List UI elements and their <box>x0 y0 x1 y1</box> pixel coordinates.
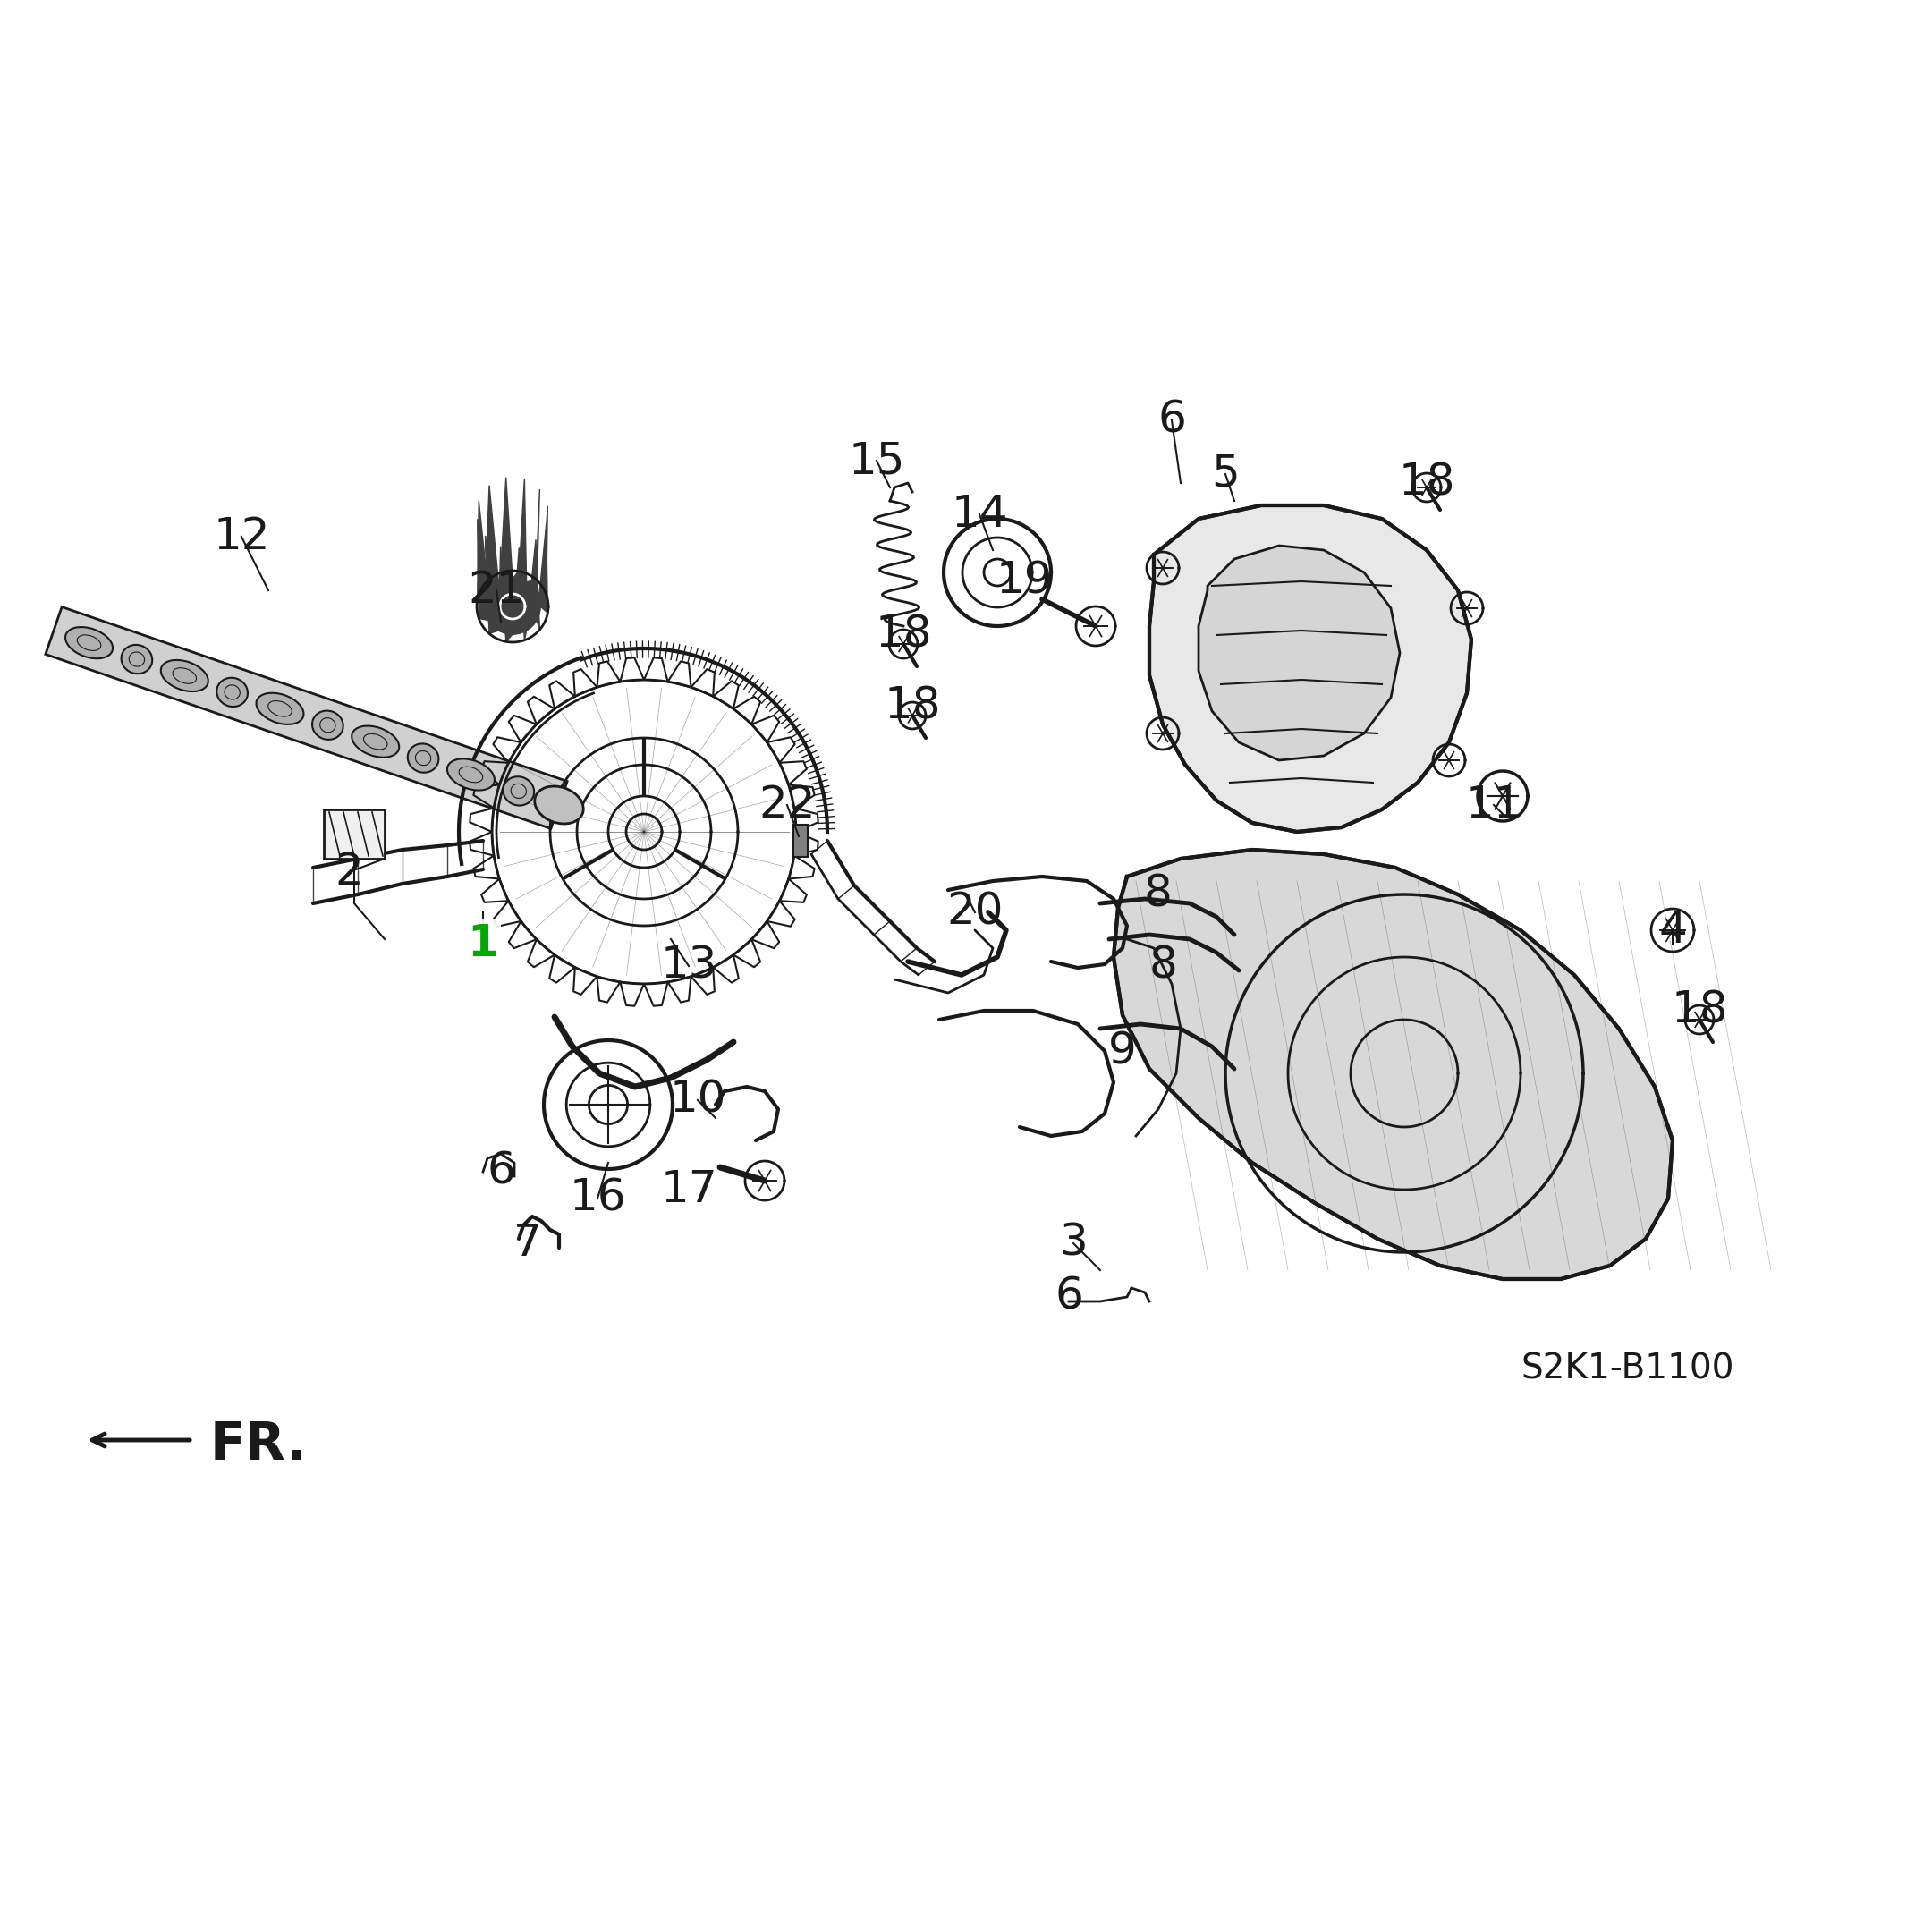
Text: 22: 22 <box>759 784 815 827</box>
Polygon shape <box>526 539 539 630</box>
Ellipse shape <box>313 711 344 740</box>
Text: 8: 8 <box>1150 945 1177 987</box>
Text: 7: 7 <box>514 1221 543 1265</box>
Polygon shape <box>498 477 512 582</box>
Text: 11: 11 <box>1464 784 1522 827</box>
Text: 18: 18 <box>885 686 941 728</box>
Text: 3: 3 <box>1059 1221 1088 1265</box>
Polygon shape <box>512 479 526 582</box>
Text: 6: 6 <box>1055 1275 1084 1318</box>
Text: 2: 2 <box>334 850 363 893</box>
Polygon shape <box>537 524 547 620</box>
Text: 18: 18 <box>1399 462 1455 504</box>
Polygon shape <box>1198 545 1401 761</box>
Text: 16: 16 <box>570 1177 626 1219</box>
Ellipse shape <box>122 645 153 674</box>
Text: 15: 15 <box>848 439 904 483</box>
Ellipse shape <box>408 744 439 773</box>
Text: S2K1-B1100: S2K1-B1100 <box>1520 1352 1735 1385</box>
Text: 1: 1 <box>468 922 498 966</box>
Text: 4: 4 <box>1658 908 1687 952</box>
Polygon shape <box>1113 850 1673 1279</box>
Text: 12: 12 <box>213 516 270 558</box>
Text: 9: 9 <box>1109 1030 1136 1072</box>
Text: 17: 17 <box>661 1169 717 1211</box>
Text: 20: 20 <box>947 891 1003 933</box>
Text: 18: 18 <box>1671 989 1727 1032</box>
Polygon shape <box>1150 506 1472 833</box>
Polygon shape <box>498 547 512 641</box>
Polygon shape <box>526 489 539 593</box>
Ellipse shape <box>257 694 303 724</box>
Ellipse shape <box>535 786 583 823</box>
Text: FR.: FR. <box>211 1418 307 1470</box>
Circle shape <box>485 578 541 634</box>
Ellipse shape <box>66 628 112 659</box>
Text: 6: 6 <box>1157 398 1186 442</box>
Text: 13: 13 <box>661 945 717 987</box>
Text: 10: 10 <box>668 1078 726 1122</box>
Ellipse shape <box>446 759 495 790</box>
Ellipse shape <box>502 777 533 806</box>
Text: 19: 19 <box>995 560 1053 603</box>
Ellipse shape <box>352 726 400 757</box>
Polygon shape <box>485 485 498 593</box>
Polygon shape <box>477 520 489 620</box>
Polygon shape <box>794 825 808 858</box>
Text: 6: 6 <box>487 1150 516 1194</box>
Text: 14: 14 <box>951 493 1009 535</box>
Ellipse shape <box>160 661 209 692</box>
Polygon shape <box>325 810 384 858</box>
Ellipse shape <box>216 678 247 707</box>
Polygon shape <box>537 506 547 607</box>
Text: 5: 5 <box>1211 452 1240 495</box>
Polygon shape <box>485 535 498 634</box>
Text: 18: 18 <box>875 614 931 657</box>
Text: 8: 8 <box>1144 873 1173 916</box>
Polygon shape <box>512 547 526 639</box>
Text: 21: 21 <box>468 568 526 612</box>
Polygon shape <box>46 607 568 829</box>
Polygon shape <box>477 500 489 607</box>
